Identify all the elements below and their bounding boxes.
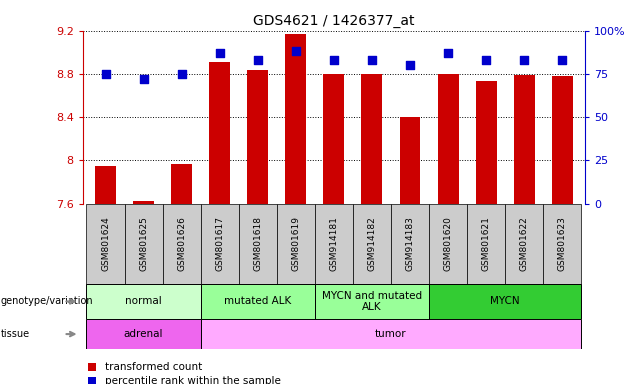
FancyBboxPatch shape: [505, 204, 543, 284]
FancyBboxPatch shape: [86, 319, 201, 349]
Bar: [171, 164, 192, 204]
Bar: [361, 74, 382, 204]
Point: [443, 50, 453, 56]
FancyBboxPatch shape: [201, 319, 581, 349]
FancyBboxPatch shape: [429, 284, 581, 319]
Point: [252, 57, 263, 63]
FancyBboxPatch shape: [277, 204, 315, 284]
FancyBboxPatch shape: [391, 204, 429, 284]
Bar: [514, 75, 535, 204]
Legend: transformed count, percentile rank within the sample: transformed count, percentile rank withi…: [88, 362, 280, 384]
FancyBboxPatch shape: [429, 204, 467, 284]
FancyBboxPatch shape: [163, 204, 201, 284]
Point: [329, 57, 339, 63]
Point: [367, 57, 377, 63]
Text: GSM914183: GSM914183: [406, 217, 415, 271]
Text: GSM801622: GSM801622: [520, 217, 529, 271]
Text: GSM801621: GSM801621: [481, 217, 490, 271]
FancyBboxPatch shape: [125, 204, 163, 284]
FancyBboxPatch shape: [201, 284, 315, 319]
FancyBboxPatch shape: [86, 284, 201, 319]
Text: genotype/variation: genotype/variation: [1, 296, 93, 306]
Point: [100, 71, 111, 77]
Point: [214, 50, 225, 56]
Text: GSM914181: GSM914181: [329, 217, 338, 271]
Text: GSM801623: GSM801623: [558, 217, 567, 271]
Text: GSM801625: GSM801625: [139, 217, 148, 271]
Bar: [438, 74, 459, 204]
Bar: [133, 201, 154, 204]
Point: [291, 48, 301, 55]
Text: MYCN: MYCN: [490, 296, 520, 306]
Text: mutated ALK: mutated ALK: [224, 296, 291, 306]
Bar: [399, 117, 420, 204]
FancyBboxPatch shape: [315, 204, 353, 284]
Text: GSM801624: GSM801624: [101, 217, 110, 271]
Point: [557, 57, 567, 63]
Bar: [286, 34, 307, 204]
Text: GSM801618: GSM801618: [253, 216, 262, 271]
FancyBboxPatch shape: [201, 204, 238, 284]
Point: [519, 57, 529, 63]
Text: GSM801617: GSM801617: [215, 216, 225, 271]
FancyBboxPatch shape: [238, 204, 277, 284]
Text: GSM801620: GSM801620: [443, 217, 453, 271]
Point: [405, 62, 415, 68]
Text: tissue: tissue: [1, 329, 30, 339]
Text: GSM801626: GSM801626: [177, 217, 186, 271]
Text: GSM801619: GSM801619: [291, 216, 300, 271]
Point: [139, 76, 149, 82]
Bar: [209, 62, 230, 204]
Bar: [552, 76, 573, 204]
FancyBboxPatch shape: [467, 204, 505, 284]
Title: GDS4621 / 1426377_at: GDS4621 / 1426377_at: [253, 14, 415, 28]
Bar: [247, 70, 268, 204]
Text: GSM914182: GSM914182: [368, 217, 377, 271]
Text: adrenal: adrenal: [124, 329, 163, 339]
Bar: [324, 74, 344, 204]
FancyBboxPatch shape: [86, 204, 125, 284]
Bar: [476, 81, 497, 204]
FancyBboxPatch shape: [543, 204, 581, 284]
FancyBboxPatch shape: [315, 284, 429, 319]
Bar: [95, 166, 116, 204]
Text: normal: normal: [125, 296, 162, 306]
Text: tumor: tumor: [375, 329, 407, 339]
Point: [481, 57, 491, 63]
Point: [177, 71, 187, 77]
FancyBboxPatch shape: [353, 204, 391, 284]
Text: MYCN and mutated
ALK: MYCN and mutated ALK: [322, 291, 422, 312]
